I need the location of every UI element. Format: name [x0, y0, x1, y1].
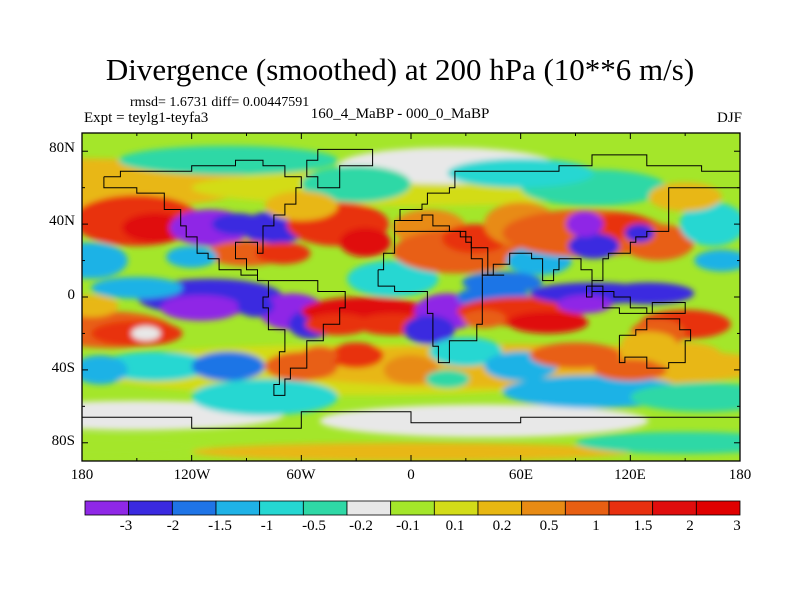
lon-tick-label: 60E	[508, 467, 534, 483]
divergence-contour-fill	[566, 211, 603, 237]
lat-tick-label: 0	[67, 287, 76, 303]
divergence-contour-fill	[694, 249, 740, 272]
colorbar-swatch	[564, 500, 610, 516]
divergence-contour-fill	[347, 260, 439, 297]
season-label: DJF	[716, 110, 742, 126]
lat-tick-label: 40S	[51, 360, 75, 376]
divergence-contour-fill	[529, 342, 622, 369]
colorbar-label: -0.2	[349, 518, 373, 534]
divergence-contour-fill	[255, 242, 311, 265]
colorbar-swatch	[259, 500, 304, 516]
coastline	[82, 411, 740, 429]
divergence-contour-fill	[82, 435, 210, 458]
coastline	[262, 280, 346, 396]
lat-tick-label: 80S	[51, 433, 75, 449]
coastline	[586, 285, 686, 314]
divergence-contour-fill	[462, 309, 507, 328]
colorbar-label: 3	[733, 518, 741, 534]
colorbar-label: 0.1	[445, 518, 465, 534]
colorbar-swatch	[390, 500, 435, 516]
divergence-contour-fill	[383, 355, 439, 385]
colorbar-label: -0.5	[302, 518, 326, 534]
colorbar-label: -2	[166, 518, 180, 534]
coastline	[618, 318, 692, 369]
divergence-contour-fill	[91, 276, 183, 299]
divergence-contour-fill	[648, 182, 722, 212]
colorbar-label: -1	[260, 518, 274, 534]
colorbar-swatch	[608, 500, 654, 516]
divergence-contour-fill	[191, 379, 338, 416]
divergence-contour-fill	[301, 165, 411, 203]
colorbar-swatch	[477, 500, 523, 516]
period-label: 160_4_MaBP - 000_0_MaBP	[310, 106, 490, 122]
experiment-label: Expt = teylg1-teyfa3	[84, 110, 209, 126]
divergence-contour-fill	[602, 282, 695, 305]
lon-tick-label: 60W	[286, 467, 316, 483]
colorbar-swatch	[171, 500, 217, 516]
stats-label: rmsd= 1.6731 diff= 0.00447591	[130, 95, 310, 110]
colorbar-label: 0.5	[539, 518, 559, 534]
coastline	[377, 230, 505, 364]
divergence-contour-fill	[319, 404, 649, 438]
divergence-contour-fill	[82, 295, 119, 318]
lon-tick-label: 120W	[173, 467, 211, 483]
divergence-contour-fill	[166, 245, 218, 268]
map-title: Divergence (smoothed) at 200 hPa (10**6 …	[105, 52, 695, 87]
divergence-contour-fill	[237, 295, 274, 318]
colorbar-swatch	[215, 500, 261, 516]
colorbar-label: -0.1	[396, 518, 420, 534]
coastline	[103, 159, 302, 282]
colorbar-swatch	[302, 500, 348, 516]
divergence-contour-fill	[339, 227, 391, 257]
lon-tick-label: 0	[407, 467, 415, 483]
lon-tick-label: 180	[70, 467, 94, 483]
divergence-contour-fill	[160, 295, 242, 321]
colorbar-label: -1.5	[208, 518, 232, 534]
divergence-contour-fill	[593, 358, 667, 381]
colorbar-swatch	[433, 500, 479, 516]
divergence-contour-fill	[624, 224, 655, 243]
coastline	[306, 148, 374, 189]
divergence-contour-fill	[568, 233, 620, 259]
colorbar-label: 2	[686, 518, 694, 534]
coastline	[394, 154, 740, 292]
colorbar-swatch	[346, 500, 392, 516]
colorbar-swatch	[128, 500, 173, 516]
divergence-contour-fill	[507, 311, 589, 334]
colorbar-swatch	[84, 500, 130, 516]
lat-tick-label: 40N	[49, 213, 75, 229]
divergence-contour-fill	[191, 351, 265, 381]
divergence-contour-fill	[447, 158, 594, 188]
lat-tick-label: 80N	[49, 140, 75, 156]
colorbar-swatch	[695, 500, 741, 516]
divergence-contour-fill	[630, 382, 740, 412]
divergence-contour-fill	[122, 213, 189, 243]
divergence-contour-fill	[131, 326, 161, 341]
colorbar-swatch	[652, 500, 697, 516]
divergence-contour-fill	[100, 351, 210, 381]
divergence-contour-fill	[82, 242, 128, 279]
divergence-contour-fill	[82, 355, 128, 385]
colorbar-label: 1	[592, 518, 600, 534]
lon-tick-label: 180	[728, 467, 752, 483]
lon-tick-label: 120E	[614, 467, 646, 483]
colorbar-label: 0.2	[492, 518, 512, 534]
divergence-contour-fill	[679, 202, 740, 246]
divergence-contour-fill	[425, 369, 470, 389]
colorbar-swatch	[521, 500, 566, 516]
colorbar-label: -3	[119, 518, 133, 534]
divergence-contour-fill	[557, 295, 613, 314]
divergence-contour-fill	[264, 191, 338, 221]
divergence-contour-fill	[328, 342, 384, 369]
divergence-contour-fill	[575, 431, 740, 454]
divergence-contour-fill	[403, 315, 455, 345]
divergence-contour-fill	[118, 145, 338, 175]
divergence-contour-fill	[429, 337, 503, 367]
colorbar-label: 1.5	[633, 518, 653, 534]
divergence-contour-fill	[621, 331, 677, 354]
divergence-contour-fill	[301, 346, 338, 365]
